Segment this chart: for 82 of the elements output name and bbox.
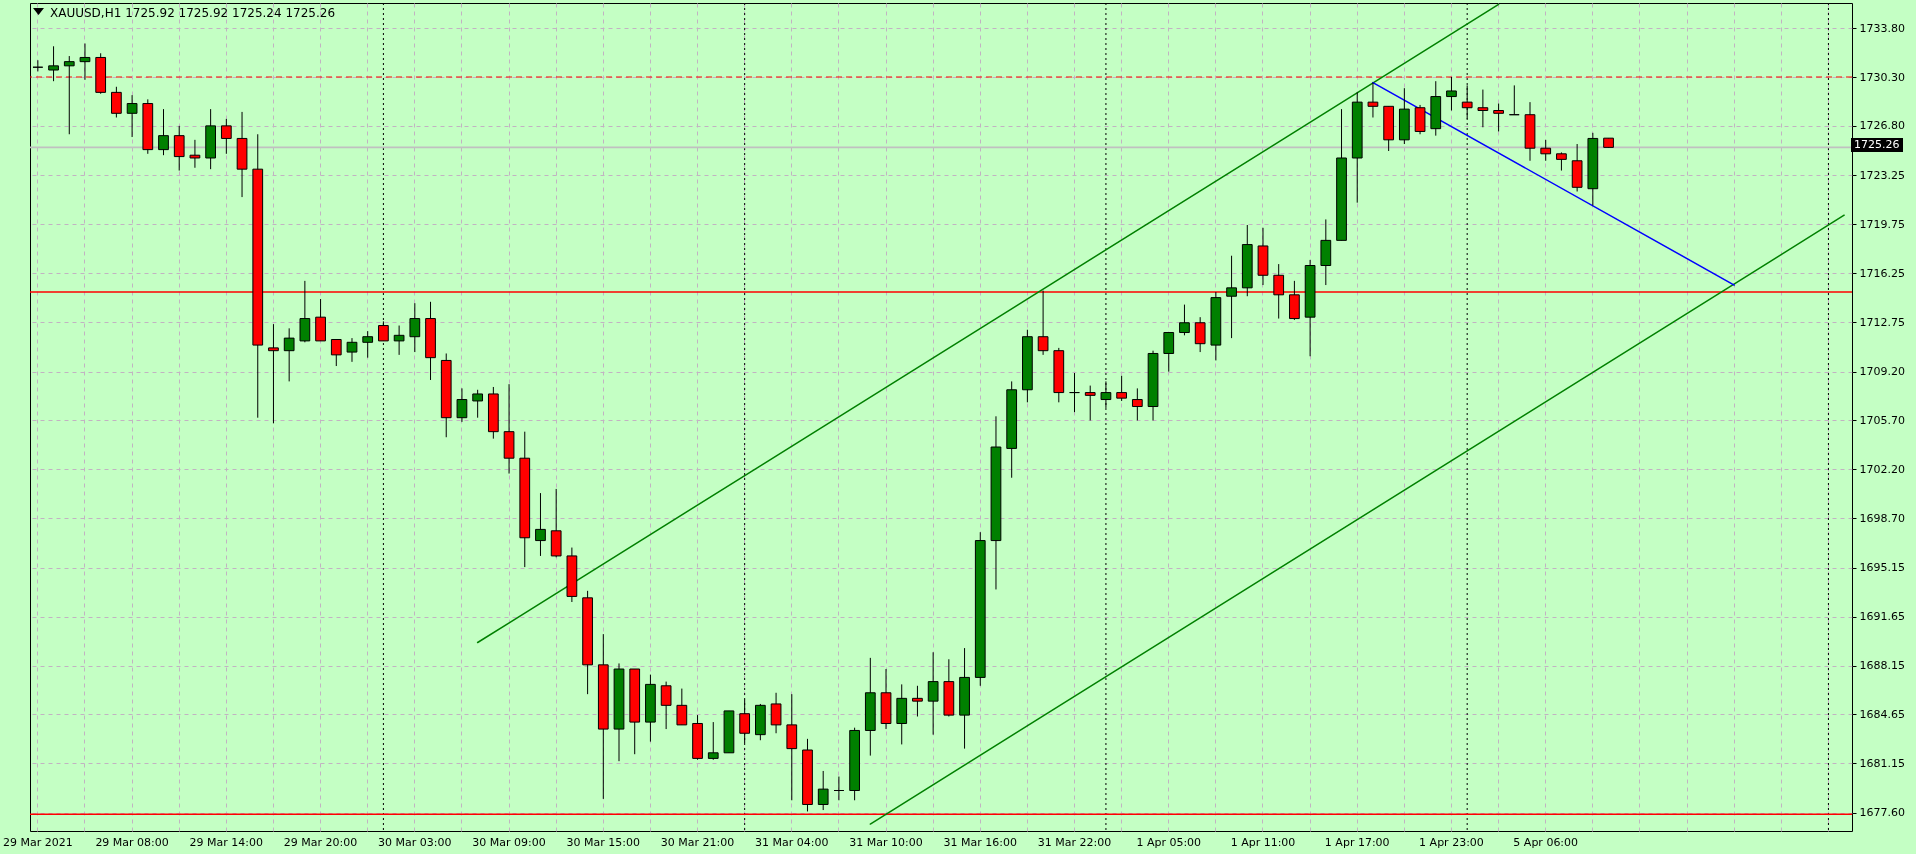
x-tick-label: 29 Mar 2021 bbox=[2, 835, 73, 849]
candlestick bbox=[1084, 385, 1096, 421]
candlestick bbox=[1163, 332, 1175, 373]
x-tick-label: 29 Mar 08:00 bbox=[95, 835, 169, 849]
candlestick bbox=[393, 325, 405, 356]
y-tick-label: 1716.25 bbox=[1859, 266, 1905, 280]
x-tick-label: 1 Apr 23:00 bbox=[1419, 835, 1484, 849]
candlestick bbox=[817, 770, 829, 811]
candlestick bbox=[173, 125, 185, 172]
y-tick-label: 1726.80 bbox=[1859, 119, 1905, 133]
y-tick-label: 1712.75 bbox=[1859, 315, 1905, 329]
y-tick-label: 1684.65 bbox=[1859, 707, 1905, 721]
x-tick-label: 30 Mar 21:00 bbox=[660, 835, 735, 849]
x-tick-label: 29 Mar 20:00 bbox=[283, 835, 358, 849]
candlestick bbox=[676, 688, 688, 726]
y-tick-label: 1702.20 bbox=[1859, 462, 1905, 476]
y-tick-label: 1730.30 bbox=[1859, 70, 1905, 84]
y-tick-label: 1688.15 bbox=[1859, 659, 1905, 673]
candlestick bbox=[660, 681, 672, 730]
candlestick bbox=[220, 118, 232, 155]
x-tick-label: 31 Mar 22:00 bbox=[1037, 835, 1112, 849]
x-tick-label: 1 Apr 17:00 bbox=[1324, 835, 1390, 849]
candlestick bbox=[786, 693, 798, 801]
candlestick bbox=[927, 651, 939, 736]
candlestick bbox=[707, 721, 719, 761]
candlestick bbox=[1226, 255, 1237, 339]
candlestick bbox=[1493, 103, 1504, 132]
y-tick-label: 1733.80 bbox=[1859, 21, 1905, 35]
candlestick bbox=[48, 45, 59, 82]
x-tick-label: 5 Apr 06:00 bbox=[1513, 835, 1579, 849]
x-tick-label: 31 Mar 16:00 bbox=[943, 835, 1017, 849]
candlestick bbox=[1446, 76, 1457, 112]
candlestick bbox=[268, 323, 279, 424]
y-tick-label: 1723.25 bbox=[1859, 168, 1905, 182]
chart-title: XAUUSD,H1 1725.92 1725.92 1725.24 1725.26 bbox=[50, 5, 336, 20]
candlestick bbox=[111, 86, 122, 118]
candlestick bbox=[1540, 139, 1552, 162]
candlestick bbox=[833, 776, 845, 801]
candlestick bbox=[1508, 84, 1520, 116]
candlestick bbox=[1194, 316, 1206, 353]
candlestick bbox=[79, 42, 91, 81]
candlestick bbox=[409, 302, 421, 353]
x-tick-label: 30 Mar 03:00 bbox=[378, 835, 452, 849]
candlestick bbox=[1556, 151, 1567, 172]
candlestick bbox=[283, 327, 295, 382]
x-tick-label: 30 Mar 09:00 bbox=[472, 835, 546, 849]
candlestick bbox=[1477, 89, 1489, 128]
x-tick-label: 1 Apr 11:00 bbox=[1230, 835, 1296, 849]
x-tick-label: 1 Apr 05:00 bbox=[1136, 835, 1202, 849]
y-tick-label: 1705.70 bbox=[1859, 413, 1905, 427]
y-tick-label: 1695.15 bbox=[1859, 561, 1905, 575]
y-tick-label: 1698.70 bbox=[1859, 511, 1905, 525]
x-tick-label: 31 Mar 10:00 bbox=[849, 835, 923, 849]
candlestick bbox=[456, 387, 468, 423]
x-tick-label: 29 Mar 14:00 bbox=[189, 835, 264, 849]
y-tick-label: 1709.20 bbox=[1859, 365, 1905, 379]
candlestick bbox=[1116, 375, 1127, 402]
candlestick bbox=[63, 55, 75, 135]
y-tick-label: 1719.75 bbox=[1859, 217, 1905, 231]
x-tick-label: 31 Mar 04:00 bbox=[755, 835, 829, 849]
candlestick bbox=[1367, 82, 1379, 118]
candlestick bbox=[189, 139, 201, 169]
candlestick bbox=[330, 339, 342, 367]
candlestick bbox=[1069, 372, 1080, 413]
y-tick-label: 1677.60 bbox=[1859, 806, 1905, 820]
candlestick bbox=[770, 692, 782, 734]
candlestick bbox=[315, 298, 326, 342]
candlestick bbox=[535, 492, 546, 557]
candlestick bbox=[1179, 304, 1190, 336]
candlestick bbox=[126, 94, 138, 138]
candlestick bbox=[1131, 387, 1143, 421]
candlestick bbox=[346, 337, 358, 363]
candlestick bbox=[158, 108, 169, 156]
candlestick bbox=[1414, 104, 1426, 135]
y-tick-label: 1691.65 bbox=[1859, 610, 1905, 624]
y-tick-label: 1681.15 bbox=[1859, 756, 1905, 770]
x-tick-label: 30 Mar 15:00 bbox=[566, 835, 641, 849]
candlestick bbox=[299, 280, 311, 343]
candlestick bbox=[472, 389, 484, 419]
candlestick bbox=[912, 685, 923, 717]
ref-line-label: 1725.26 bbox=[1851, 138, 1903, 153]
candlestick bbox=[362, 330, 374, 359]
